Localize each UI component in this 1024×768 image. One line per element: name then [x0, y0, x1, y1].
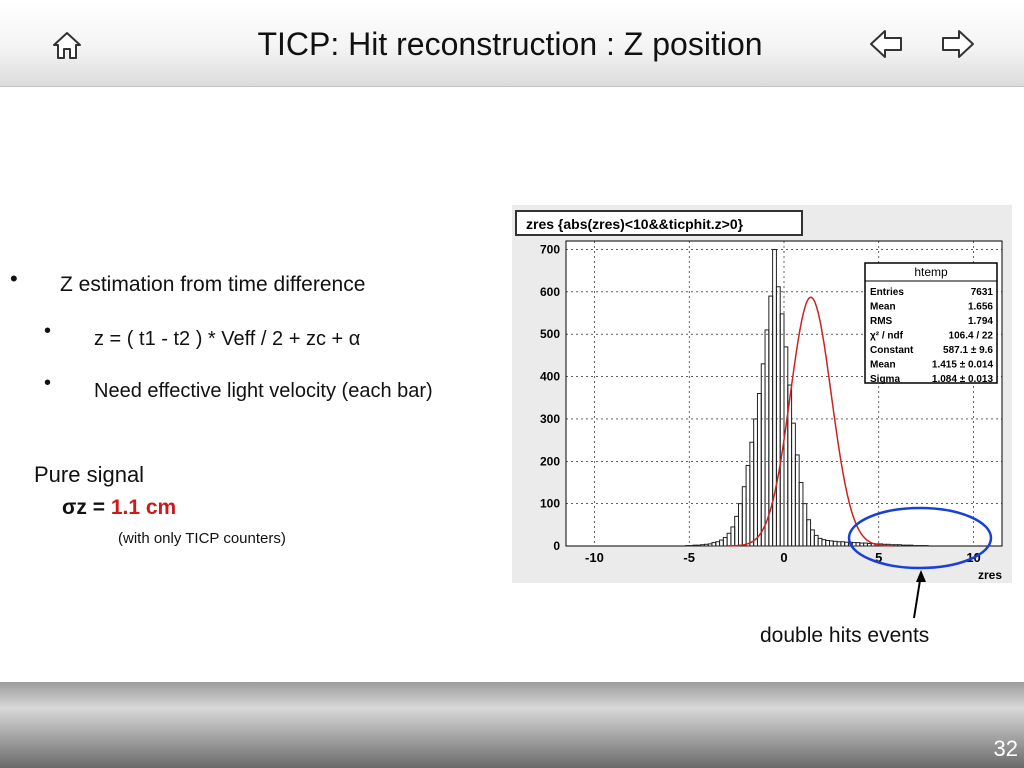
sigma-value: 1.1 cm [110, 496, 177, 519]
stats-label: Mean [870, 360, 896, 371]
footer-bar: 32 [0, 682, 1024, 768]
stats-value: 1.415 ± 0.014 [932, 360, 994, 371]
bullet-dot: • [10, 266, 18, 291]
bullet-main: Z estimation from time difference [60, 273, 366, 296]
page-title: TICP: Hit reconstruction : Z position [257, 26, 763, 62]
double-hits-annotation: double hits events [760, 624, 930, 647]
y-tick-label: 600 [540, 285, 560, 299]
bullet-sub-veff: Need effective light velocity (each bar) [94, 380, 433, 402]
stats-value: 7631 [971, 287, 994, 298]
home-icon[interactable] [50, 28, 84, 62]
stats-value: 1.084 ± 0.013 [932, 374, 994, 385]
x-tick-label: -10 [585, 550, 604, 565]
x-tick-label: 0 [780, 550, 787, 565]
y-tick-label: 300 [540, 412, 560, 426]
y-tick-label: 200 [540, 454, 560, 468]
plot-title-box [515, 210, 803, 236]
y-tick-label: 700 [540, 242, 560, 256]
stats-label: χ² / ndf [870, 331, 904, 342]
y-tick-label: 0 [553, 539, 560, 553]
y-tick-label: 100 [540, 497, 560, 511]
stats-label: Sigma [870, 374, 900, 385]
stats-label: Mean [870, 302, 896, 313]
plot-title: zres {abs(zres)<10&&ticphit.z>0} [526, 216, 744, 232]
x-tick-label: -5 [683, 550, 695, 565]
sigma-z-line: σz = 1.1 cm [62, 496, 176, 520]
sub-bullet-dot: • [44, 320, 52, 342]
stats-box-title: htemp [914, 265, 948, 279]
stats-value: 1.794 [968, 316, 993, 327]
x-tick-label: 5 [875, 550, 882, 565]
stats-value: 1.656 [968, 302, 993, 313]
double-hits-highlight-ellipse [847, 506, 993, 570]
y-tick-label: 500 [540, 327, 560, 341]
stats-label: RMS [870, 316, 893, 327]
bullet-sub-formula: z = ( t1 - t2 ) * Veff / 2 + zc + α [94, 328, 361, 350]
arrow-right-icon[interactable] [940, 26, 976, 62]
gaussian-fit-curve [728, 296, 893, 547]
stats-value: 106.4 / 22 [949, 331, 994, 342]
stats-label: Entries [870, 287, 904, 298]
histogram-chart: zres {abs(zres)<10&&ticphit.z>0} 0 100 200 3… [512, 205, 1012, 583]
title-bar: TICP: Hit reconstruction : Z position [0, 0, 1024, 87]
stats-value: 587.1 ± 9.6 [943, 345, 993, 356]
arrow-left-icon[interactable] [868, 26, 904, 62]
note-text: (with only TICP counters) [118, 530, 286, 547]
x-axis-label: zres [978, 568, 1002, 582]
pure-signal-label: Pure signal [34, 462, 145, 487]
y-tick-label: 400 [540, 370, 560, 384]
page-number: 32 [993, 736, 1018, 761]
sub-bullet-dot: • [44, 372, 52, 394]
sigma-label: σz = [62, 496, 111, 519]
stats-label: Constant [870, 345, 914, 356]
stats-box [864, 262, 998, 384]
